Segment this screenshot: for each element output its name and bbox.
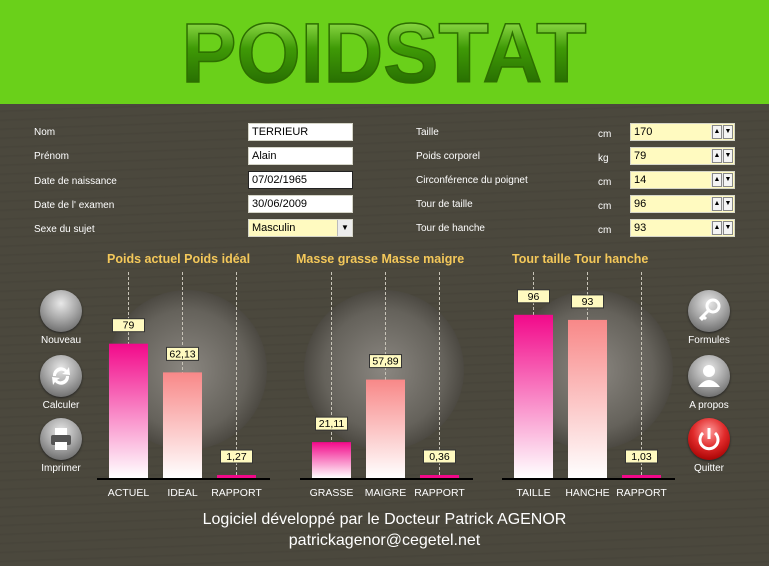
measure-value: 14: [634, 174, 647, 186]
measure-value: 96: [634, 198, 647, 210]
nom-label: Nom: [34, 127, 56, 138]
measure-value: 93: [634, 222, 647, 234]
naissance-label: Date de naissance: [34, 176, 117, 187]
measure-label: Poids corporel: [416, 151, 480, 162]
footer-email: patrickagenor@cegetel.net: [288, 532, 481, 549]
chart-3-title: Tour taille Tour hanche: [512, 252, 649, 266]
up-arrow-icon[interactable]: ▲: [712, 221, 722, 235]
refresh-icon: [40, 355, 82, 397]
down-arrow-icon[interactable]: ▼: [723, 125, 733, 139]
measure-unit: cm: [598, 225, 612, 236]
calculer-button[interactable]: Calculer: [32, 355, 90, 411]
imprimer-button[interactable]: Imprimer: [32, 418, 90, 474]
measure-stepper[interactable]: 96 ▲ ▼: [630, 195, 735, 213]
prenom-label: Prénom: [34, 151, 70, 162]
down-arrow-icon[interactable]: ▼: [723, 221, 733, 235]
examen-label: Date de l' examen: [34, 200, 115, 211]
apropos-button[interactable]: A propos: [678, 355, 740, 411]
examen-field[interactable]: 30/06/2009: [248, 195, 353, 213]
printer-icon: [40, 418, 82, 460]
measure-label: Tour de taille: [416, 199, 473, 210]
naissance-field[interactable]: 07/02/1965: [248, 171, 353, 189]
measure-unit: cm: [598, 177, 612, 188]
measure-value: 170: [634, 126, 653, 138]
measure-unit: kg: [598, 153, 609, 164]
quitter-button[interactable]: Quitter: [678, 418, 740, 474]
header-banner: POIDSTAT: [0, 0, 769, 104]
quitter-label: Quitter: [693, 463, 724, 474]
nom-field[interactable]: TERRIEUR: [248, 123, 353, 141]
spin-buttons[interactable]: ▲ ▼: [711, 197, 733, 211]
prenom-field[interactable]: Alain: [248, 147, 353, 165]
formules-label: Formules: [688, 335, 730, 346]
spin-buttons[interactable]: ▲ ▼: [711, 125, 733, 139]
footer-credit: Logiciel développé par le Docteur Patric…: [202, 511, 567, 528]
chart-2-title: Masse grasse Masse maigre: [296, 252, 465, 266]
sexe-select[interactable]: Masculin ▼: [248, 219, 353, 237]
down-arrow-icon[interactable]: ▼: [723, 149, 733, 163]
nouveau-button[interactable]: Nouveau: [32, 290, 90, 346]
measure-stepper[interactable]: 79 ▲ ▼: [630, 147, 735, 165]
sexe-value: Masculin: [252, 222, 296, 234]
measure-value: 79: [634, 150, 647, 162]
app-title: POIDSTAT: [182, 6, 587, 100]
nouveau-label: Nouveau: [40, 335, 82, 346]
measure-unit: cm: [598, 201, 612, 212]
up-arrow-icon[interactable]: ▲: [712, 197, 722, 211]
measure-stepper[interactable]: 93 ▲ ▼: [630, 219, 735, 237]
down-arrow-icon[interactable]: ▼: [723, 173, 733, 187]
measure-label: Circonférence du poignet: [416, 175, 528, 186]
imprimer-label: Imprimer: [41, 463, 81, 474]
apropos-label: A propos: [689, 400, 729, 411]
app-logo: POIDSTAT: [181, 5, 588, 101]
sexe-label: Sexe du sujet: [34, 224, 95, 235]
measure-unit: cm: [598, 129, 612, 140]
measure-stepper[interactable]: 170 ▲ ▼: [630, 123, 735, 141]
up-arrow-icon[interactable]: ▲: [712, 125, 722, 139]
up-arrow-icon[interactable]: ▲: [712, 149, 722, 163]
down-arrow-icon[interactable]: ▼: [723, 197, 733, 211]
measure-label: Tour de hanche: [416, 223, 485, 234]
key-icon: [688, 290, 730, 332]
spin-buttons[interactable]: ▲ ▼: [711, 173, 733, 187]
power-icon: [688, 418, 730, 460]
spin-buttons[interactable]: ▲ ▼: [711, 149, 733, 163]
user-icon: [688, 355, 730, 397]
nouveau-icon: [40, 290, 82, 332]
spin-buttons[interactable]: ▲ ▼: [711, 221, 733, 235]
chart-1-title: Poids actuel Poids idéal: [107, 252, 251, 266]
formules-button[interactable]: Formules: [678, 290, 740, 346]
measure-label: Taille: [416, 127, 439, 138]
up-arrow-icon[interactable]: ▲: [712, 173, 722, 187]
chevron-down-icon[interactable]: ▼: [337, 220, 352, 236]
calculer-label: Calculer: [42, 400, 80, 411]
measure-stepper[interactable]: 14 ▲ ▼: [630, 171, 735, 189]
